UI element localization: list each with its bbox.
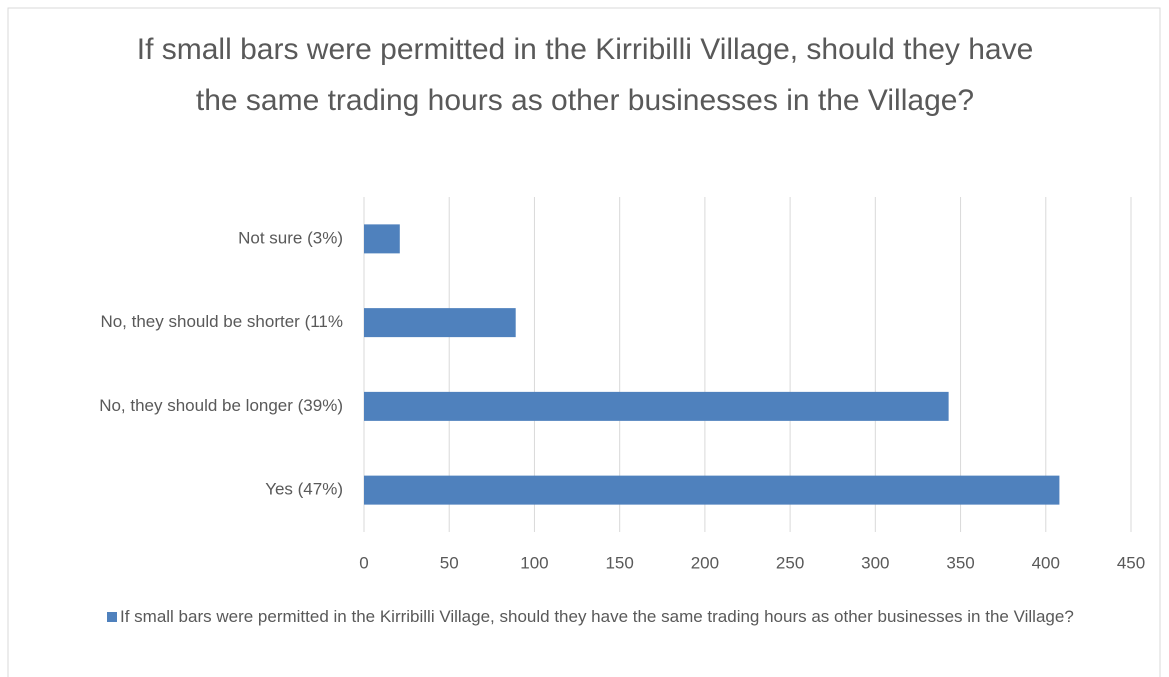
chart-border <box>7 7 1161 677</box>
y-tick-label: No, they should be shorter (11% <box>100 312 343 331</box>
x-tick-label: 400 <box>1032 553 1060 572</box>
x-tick-label: 100 <box>520 553 548 572</box>
x-tick-label: 250 <box>776 553 804 572</box>
y-tick-label: Yes (47%) <box>265 480 343 499</box>
chart-title: If small bars were permitted in the Kirr… <box>136 33 1034 117</box>
x-tick-label: 300 <box>861 553 889 572</box>
legend: If small bars were permitted in the Kirr… <box>107 603 1117 631</box>
x-tick-label: 50 <box>440 553 459 572</box>
y-tick-label: No, they should be longer (39%) <box>99 396 343 415</box>
x-tick-label: 350 <box>946 553 974 572</box>
bar <box>364 308 516 338</box>
legend-swatch <box>107 612 117 622</box>
x-tick-label: 450 <box>1117 553 1145 572</box>
x-tick-label: 200 <box>691 553 719 572</box>
y-tick-label: Not sure (3%) <box>238 228 343 247</box>
legend-label: If small bars were permitted in the Kirr… <box>120 607 1074 626</box>
bar <box>364 224 400 254</box>
x-tick-label: 150 <box>605 553 633 572</box>
bar <box>364 391 949 421</box>
x-tick-label: 0 <box>359 553 368 572</box>
bar <box>364 475 1060 505</box>
